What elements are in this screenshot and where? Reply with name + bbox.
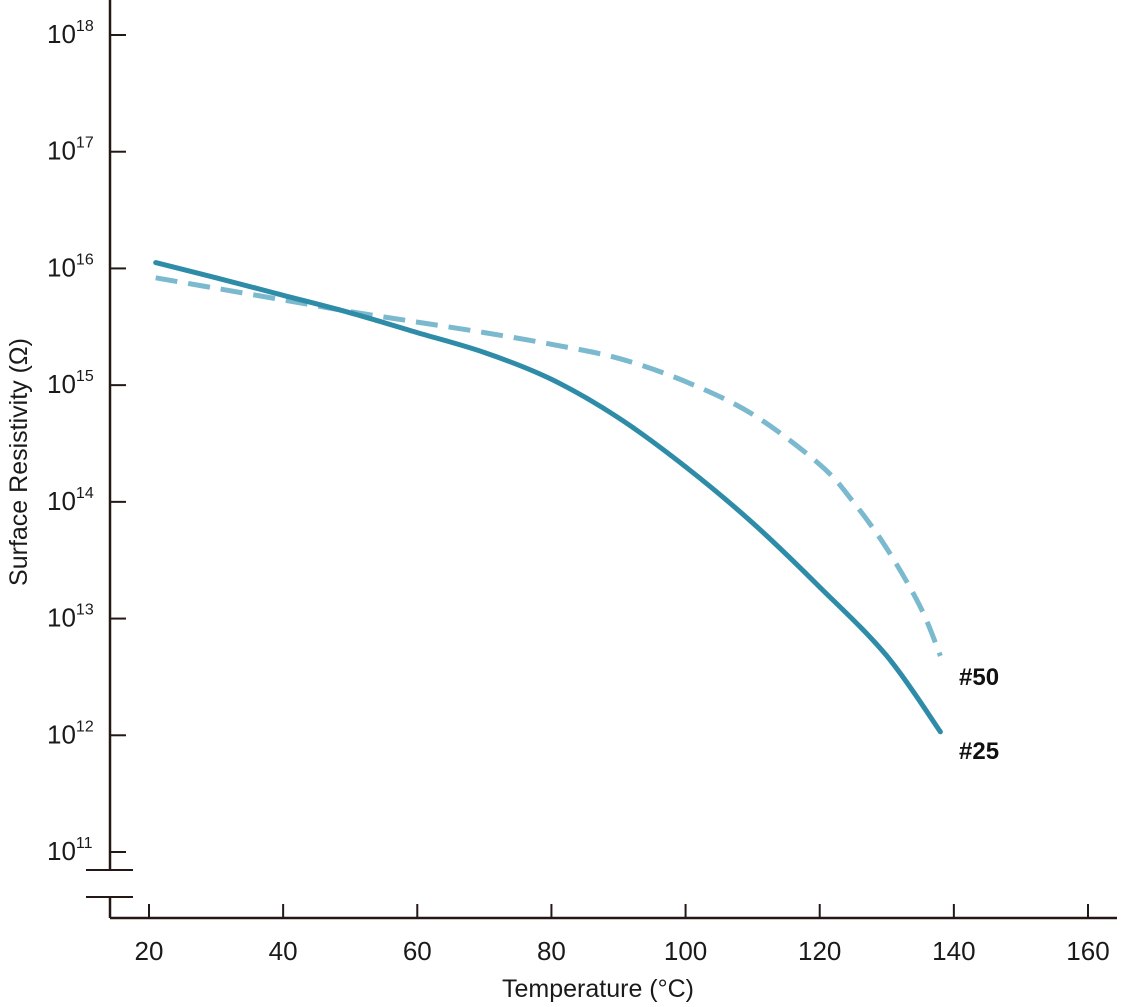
series-line-25 [153, 260, 943, 735]
series-label-25: #25 [959, 738, 999, 765]
x-tick-label: 160 [1066, 936, 1109, 966]
y-tick-label: 1014 [47, 485, 94, 516]
series-label-50: #50 [959, 664, 999, 691]
x-tick-label: 100 [664, 936, 707, 966]
y-tick-exponent: 16 [76, 251, 94, 268]
y-tick-label: 1015 [47, 368, 94, 399]
y-tick-exponent: 11 [76, 835, 93, 852]
y-tick-label: 1012 [47, 718, 94, 749]
y-tick-label: 1013 [47, 602, 94, 633]
x-tick-label: 40 [269, 936, 298, 966]
x-axis-ticks: 20 40 60 80 100 120 140 160 [135, 904, 1110, 966]
series-layer: #50 #25 [153, 260, 999, 765]
y-axis-title: Surface Resistivity (Ω) [5, 338, 33, 586]
y-tick-exponent: 17 [76, 135, 94, 152]
x-tick-label: 60 [403, 936, 432, 966]
y-tick-exponent: 13 [76, 602, 94, 619]
y-tick-exponent: 14 [76, 485, 94, 502]
series-line-50 [155, 275, 943, 657]
axes [86, 0, 1117, 920]
y-tick-label: 1016 [47, 251, 94, 282]
x-tick-label: 120 [798, 936, 841, 966]
y-tick-label: 1018 [47, 18, 94, 49]
x-tick-label: 140 [932, 936, 975, 966]
y-tick-exponent: 18 [76, 18, 94, 35]
x-tick-label: 80 [537, 936, 566, 966]
y-tick-label: 1011 [47, 835, 93, 866]
y-tick-exponent: 15 [76, 368, 94, 385]
y-tick-exponent: 12 [76, 718, 94, 735]
y-tick-label: 1017 [47, 135, 94, 166]
x-axis-title: Temperature (°C) [502, 975, 694, 1003]
x-tick-label: 20 [135, 936, 164, 966]
y-axis-ticks: 1011 1012 1013 1014 1015 1016 1017 1018 [47, 18, 126, 866]
